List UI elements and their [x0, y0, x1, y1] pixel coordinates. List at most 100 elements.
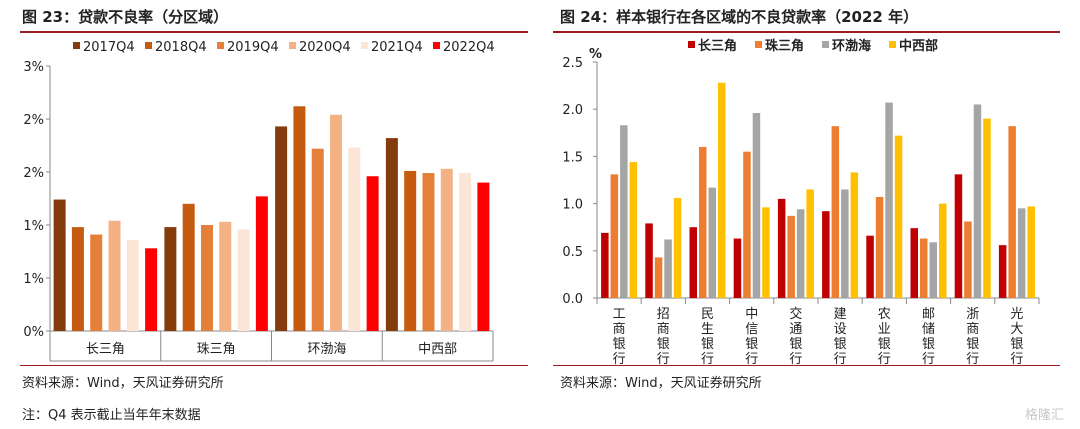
y-tick-label: 1%: [23, 272, 44, 287]
legend-swatch-中西部: [889, 41, 896, 48]
legend-swatch-2019Q4: [217, 42, 224, 49]
bar-珠三角: [743, 151, 751, 298]
bar-长三角: [998, 245, 1007, 298]
legend-label: 2021Q4: [371, 40, 423, 55]
bar-环渤海: [752, 112, 761, 298]
legend-swatch-珠三角: [755, 41, 762, 48]
bar-环渤海: [708, 187, 716, 298]
legend-label: 2019Q4: [227, 40, 279, 55]
y-tick-label: 1%: [23, 219, 44, 234]
bar-环渤海: [841, 189, 849, 298]
bar-2020Q4: [108, 220, 121, 331]
bar-环渤海: [885, 102, 893, 298]
bar-2020Q4: [330, 114, 343, 331]
right-bottom-rule: [553, 365, 1060, 366]
y-tick-label: 2%: [23, 113, 44, 128]
bar-长三角: [733, 238, 742, 298]
x-category-label: 邮储银行: [922, 307, 935, 367]
bar-2017Q4: [53, 199, 66, 331]
bar-2019Q4: [200, 225, 213, 331]
bar-2021Q4: [237, 229, 250, 331]
bar-珠三角: [699, 146, 707, 298]
y-tick-label: 2.0: [562, 103, 583, 118]
y-tick-label: 2.5: [562, 56, 583, 71]
bar-2022Q4: [477, 182, 490, 331]
y-tick-label: 0%: [23, 325, 44, 340]
bar-中西部: [1027, 206, 1035, 298]
bar-中西部: [939, 203, 947, 298]
x-category-label: 招商银行: [657, 307, 670, 367]
x-category-label: 浙商银行: [966, 307, 979, 367]
bar-2022Q4: [255, 196, 268, 331]
legend-swatch-2017Q4: [73, 42, 80, 49]
bar-2018Q4: [404, 170, 417, 331]
x-category-label: 交通银行: [789, 306, 802, 367]
bar-2022Q4: [366, 176, 379, 331]
x-category-label: 中信银行: [745, 307, 758, 367]
legend-label: 长三角: [698, 38, 737, 54]
bar-中西部: [850, 172, 859, 298]
bar-2021Q4: [459, 173, 472, 331]
bar-长三角: [777, 198, 786, 298]
bar-中西部: [762, 207, 770, 298]
bar-环渤海: [664, 239, 672, 298]
bar-2019Q4: [311, 148, 324, 331]
left-figure-title: 图 23：贷款不良率（分区域）: [22, 8, 229, 26]
right-source: 资料来源：Wind，天风证券研究所: [560, 376, 762, 391]
y-tick-label: 0.0: [562, 292, 583, 307]
legend-label: 2022Q4: [443, 40, 495, 55]
bar-2017Q4: [385, 138, 398, 331]
legend-label: 中西部: [899, 38, 938, 54]
x-category-label: 建设银行: [834, 307, 847, 367]
bar-珠三角: [1008, 126, 1016, 298]
x-category-label: 民生银行: [701, 307, 714, 367]
bar-2020Q4: [440, 168, 453, 331]
x-category-label: 环渤海: [307, 341, 346, 357]
legend-label: 2020Q4: [299, 40, 351, 55]
bar-环渤海: [620, 125, 628, 298]
y-tick-label: 0.5: [562, 245, 583, 260]
bar-环渤海: [929, 242, 937, 298]
y-tick-label: 1.5: [562, 150, 583, 165]
watermark: 格隆汇: [1024, 408, 1064, 423]
bar-2022Q4: [145, 248, 158, 331]
x-category-label: 珠三角: [197, 342, 236, 357]
bar-长三角: [866, 235, 874, 298]
bar-中西部: [983, 118, 991, 298]
bar-长三角: [910, 228, 918, 298]
legend-swatch-长三角: [688, 41, 695, 48]
x-category-label: 工商银行: [613, 307, 626, 367]
x-category-label: 中西部: [418, 342, 457, 357]
x-category-label: 农业银行: [878, 307, 891, 367]
bar-2020Q4: [219, 221, 232, 331]
bar-长三角: [689, 227, 697, 298]
y-axis-unit: %: [589, 47, 602, 62]
legend-label: 2018Q4: [155, 40, 207, 55]
bar-中西部: [894, 135, 903, 298]
bar-2021Q4: [348, 147, 361, 331]
bar-2019Q4: [90, 234, 103, 331]
bar-珠三角: [787, 215, 795, 298]
legend-label: 2017Q4: [83, 40, 135, 55]
bar-长三角: [601, 232, 609, 298]
legend-swatch-2020Q4: [289, 42, 296, 49]
bar-2017Q4: [164, 227, 177, 331]
bar-珠三角: [920, 238, 928, 298]
y-tick-label: 1.0: [562, 198, 583, 213]
bar-2018Q4: [182, 203, 195, 331]
legend-label: 环渤海: [832, 38, 871, 54]
bar-珠三角: [654, 257, 663, 298]
left-title-rule: [20, 31, 528, 33]
legend-swatch-环渤海: [822, 41, 829, 48]
y-tick-label: 3%: [23, 60, 44, 75]
x-category-label: 光大银行: [1010, 307, 1023, 367]
bar-长三角: [822, 211, 830, 298]
bar-珠三角: [610, 174, 619, 298]
bar-长三角: [645, 223, 653, 298]
bar-中西部: [673, 197, 682, 298]
bar-珠三角: [964, 221, 972, 298]
bar-2021Q4: [126, 239, 139, 331]
left-note: 注：Q4 表示截止当年年末数据: [22, 408, 201, 423]
